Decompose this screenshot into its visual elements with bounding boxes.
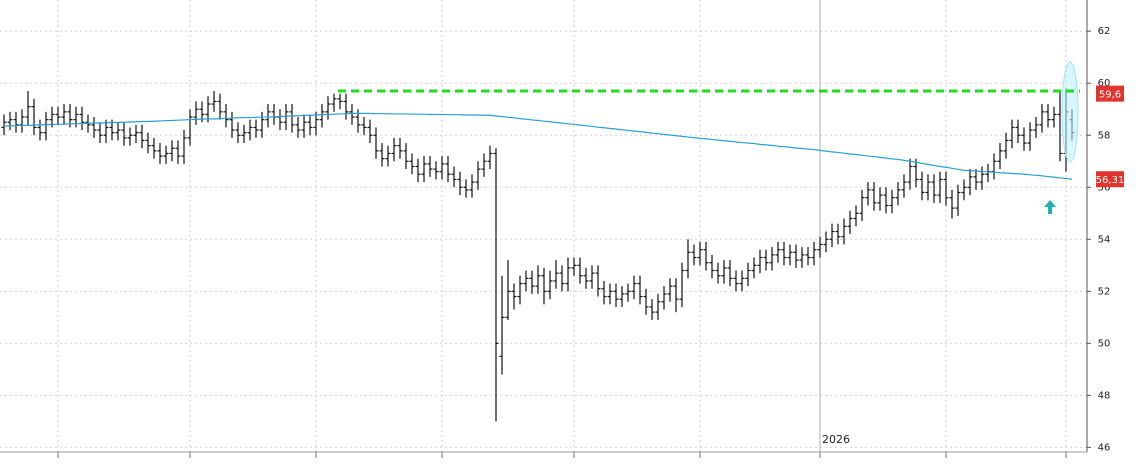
y-tick-label: 54 <box>1098 234 1111 245</box>
y-tick-label: 56 <box>1098 182 1111 193</box>
y-tick-label: 60 <box>1098 78 1111 89</box>
price-marker <box>1096 171 1124 188</box>
price-marker <box>1096 85 1124 102</box>
highlight-ellipse <box>1061 61 1079 163</box>
y-tick-label: 50 <box>1098 338 1111 349</box>
y-tick-label: 62 <box>1098 26 1111 37</box>
y-tick-label: 46 <box>1098 442 1111 453</box>
y-tick-label: 52 <box>1098 286 1111 297</box>
up-arrow <box>1044 200 1056 214</box>
price-marker-label: 56,31 <box>1096 175 1125 186</box>
y-tick-label: 58 <box>1098 130 1111 141</box>
grid <box>0 0 1087 452</box>
axes: 46485052545658606201-Jul-2501-Ago-2501-S… <box>57 26 1111 458</box>
y-tick-label: 48 <box>1098 390 1111 401</box>
year-label: 2026 <box>822 433 850 446</box>
moving-average <box>3 112 1073 180</box>
plot-area <box>1 88 1075 422</box>
price-marker-label: 59,6 <box>1099 90 1121 101</box>
